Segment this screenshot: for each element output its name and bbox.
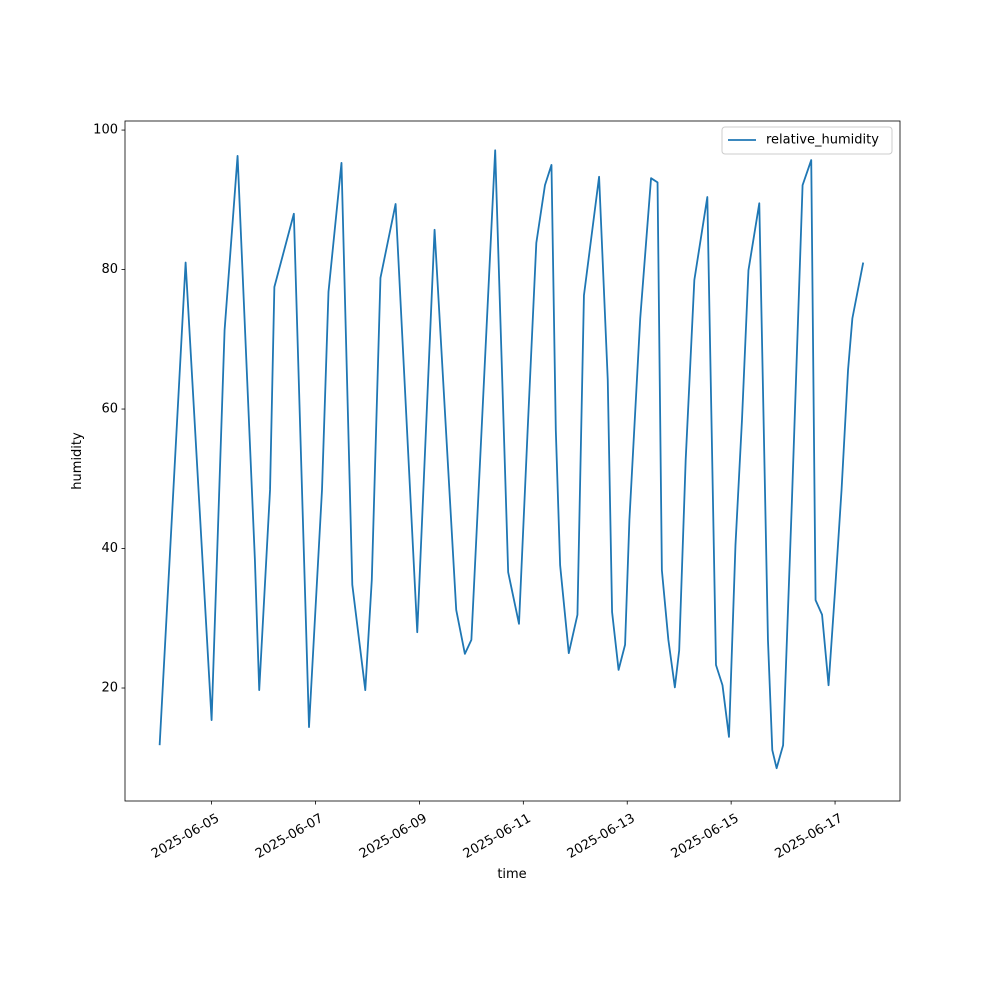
data-line — [158, 149, 865, 770]
y-tick-label: 60 — [101, 402, 118, 417]
y-tick-label: 40 — [101, 541, 118, 556]
legend-label: relative_humidity — [766, 133, 879, 148]
y-axis-label: humidity — [70, 432, 85, 490]
x-axis-label: time — [497, 867, 526, 882]
y-tick-label: 80 — [101, 262, 118, 277]
y-tick-label: 20 — [101, 681, 118, 696]
y-tick-label: 100 — [93, 123, 118, 138]
legend-box — [721, 126, 893, 155]
plot-frame — [124, 120, 901, 802]
